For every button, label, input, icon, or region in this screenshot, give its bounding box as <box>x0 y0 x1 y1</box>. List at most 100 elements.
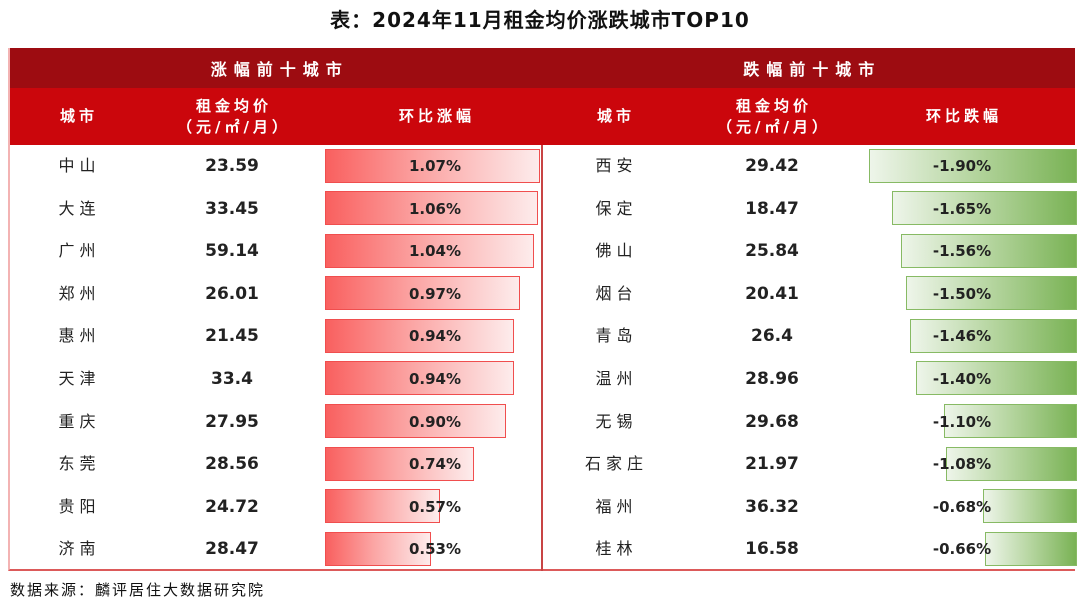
gainer-change-bar <box>325 531 431 566</box>
loser-change-bar <box>901 233 1077 268</box>
gainer-rent-cell: 24.72 <box>205 496 259 517</box>
col-header-rent-losers: 租金均价 （元/㎡/月） <box>717 97 831 136</box>
col-header-change-gainers: 环比涨幅 <box>398 107 475 126</box>
table-row: 济南 28.47 0.53% 桂林 16.58 -0.66% <box>10 528 1077 571</box>
gainer-city-cell: 惠州 <box>58 326 101 346</box>
gainer-change-label: 1.04% <box>408 242 462 261</box>
gainer-change-label: 0.74% <box>408 455 462 474</box>
gainer-change-label: 1.06% <box>408 199 462 218</box>
loser-change-label: -1.65% <box>932 199 992 218</box>
gainer-change-bar <box>325 148 540 183</box>
data-source: 数据来源：麟评居住大数据研究院 <box>10 581 266 599</box>
gainer-change-bar <box>325 276 520 311</box>
loser-change-bar <box>910 318 1077 353</box>
table-row: 惠州 21.45 0.94% 青岛 26.4 -1.46% <box>10 315 1077 358</box>
gainer-city-cell: 广州 <box>58 241 101 261</box>
loser-change-label: -1.90% <box>932 157 992 175</box>
table-row: 大连 33.45 1.06% 保定 18.47 -1.65% <box>10 188 1077 231</box>
page-title: 表：2024年11月租金均价涨跌城市TOP10 <box>330 8 750 32</box>
loser-rent-cell: 16.58 <box>745 539 799 560</box>
gainer-city-cell: 郑州 <box>58 283 101 303</box>
loser-rent-cell: 18.47 <box>745 198 799 219</box>
loser-rent-cell: 29.42 <box>745 156 799 176</box>
gainer-rent-cell: 23.59 <box>205 156 259 176</box>
loser-change-label: -1.40% <box>932 369 992 388</box>
loser-change-label: -1.56% <box>932 242 992 261</box>
gainer-change-bar <box>325 318 514 353</box>
gainer-city-cell: 大连 <box>58 198 101 218</box>
loser-change-bar <box>985 531 1077 566</box>
gainer-change-bar <box>325 489 440 524</box>
loser-change-label: -1.08% <box>932 455 992 474</box>
loser-change-label: -1.10% <box>932 412 992 431</box>
loser-change-bar <box>983 489 1077 524</box>
table-row: 东莞 28.56 0.74% 石家庄 21.97 -1.08% <box>10 443 1077 486</box>
loser-change-bar <box>869 148 1077 183</box>
table-row: 贵阳 24.72 0.57% 福州 36.32 -0.68% <box>10 486 1077 529</box>
loser-rent-cell: 25.84 <box>745 241 799 262</box>
table-row: 中山 23.59 1.07% 西安 29.42 -1.90% <box>10 145 1077 188</box>
loser-change-bar <box>944 404 1077 439</box>
table-row: 重庆 27.95 0.90% 无锡 29.68 -1.10% <box>10 401 1077 444</box>
loser-rent-cell: 26.4 <box>751 326 793 347</box>
col-header-city-losers: 城市 <box>596 107 635 126</box>
loser-city-cell: 无锡 <box>595 411 638 431</box>
gainer-change-label: 0.57% <box>408 497 462 516</box>
loser-rent-cell: 28.96 <box>745 368 799 389</box>
loser-city-cell: 福州 <box>595 496 638 516</box>
rent-top10-table: 涨幅前十城市 跌幅前十城市 城市 租金均价 （元/㎡/月） 环比涨幅 城市 租金… <box>8 48 1077 571</box>
loser-change-bar <box>946 446 1077 481</box>
gainer-change-bar <box>325 191 538 226</box>
gainer-change-label: 0.90% <box>408 412 462 431</box>
gainer-change-label: 0.53% <box>408 540 462 559</box>
table-row: 天津 33.4 0.94% 温州 28.96 -1.40% <box>10 358 1077 401</box>
col-header-city-gainers: 城市 <box>59 107 98 126</box>
loser-change-label: -1.50% <box>932 284 992 303</box>
loser-city-cell: 青岛 <box>595 326 638 346</box>
loser-change-bar <box>906 276 1077 311</box>
loser-city-cell: 佛山 <box>595 241 638 261</box>
loser-rent-cell: 36.32 <box>745 496 799 517</box>
gainer-rent-cell: 26.01 <box>205 283 259 304</box>
gainer-city-cell: 中山 <box>58 156 101 175</box>
loser-rent-cell: 20.41 <box>745 283 799 304</box>
gainer-rent-cell: 28.47 <box>205 539 259 560</box>
gainer-rent-cell: 33.45 <box>205 198 259 219</box>
gainer-rent-cell: 27.95 <box>205 411 259 432</box>
gainer-change-label: 0.94% <box>408 369 462 388</box>
gainer-city-cell: 重庆 <box>58 411 101 431</box>
table-body: 中山 23.59 1.07% 西安 29.42 -1.90% 大连 33.45 1.06% 保定 1… <box>10 145 1077 571</box>
col-header-rent-gainers: 租金均价 （元/㎡/月） <box>177 97 291 136</box>
table-row: 广州 59.14 1.04% 佛山 25.84 -1.56% <box>10 230 1077 273</box>
gainer-rent-cell: 59.14 <box>205 241 259 262</box>
gainer-rent-cell: 21.45 <box>205 326 259 347</box>
gainer-change-bar <box>325 361 514 396</box>
group-header-row: 涨幅前十城市 跌幅前十城市 <box>10 48 1075 88</box>
loser-rent-cell: 29.68 <box>745 411 799 432</box>
loser-city-cell: 温州 <box>595 368 638 388</box>
gainer-change-bar <box>325 404 506 439</box>
gainer-city-cell: 贵阳 <box>58 496 101 516</box>
gainer-change-label: 1.07% <box>408 157 462 175</box>
loser-change-bar <box>892 191 1077 226</box>
table-row: 郑州 26.01 0.97% 烟台 20.41 -1.50% <box>10 273 1077 316</box>
gainer-city-cell: 东莞 <box>58 454 101 474</box>
loser-city-cell: 石家庄 <box>584 454 648 474</box>
gainer-change-label: 0.97% <box>408 284 462 303</box>
gainer-rent-cell: 33.4 <box>211 368 253 389</box>
loser-rent-cell: 21.97 <box>745 454 799 475</box>
group-header-losers: 跌幅前十城市 <box>743 60 882 79</box>
gainer-change-label: 0.94% <box>408 327 462 346</box>
loser-change-label: -0.68% <box>932 497 992 516</box>
group-header-gainers: 涨幅前十城市 <box>210 60 349 79</box>
table-divider <box>541 145 543 571</box>
gainer-city-cell: 济南 <box>58 539 101 559</box>
gainer-city-cell: 天津 <box>58 368 101 388</box>
loser-city-cell: 保定 <box>595 198 638 218</box>
col-header-change-losers: 环比跌幅 <box>925 107 1002 126</box>
loser-city-cell: 烟台 <box>595 283 638 303</box>
gainer-change-bar <box>325 233 534 268</box>
loser-change-bar <box>916 361 1077 396</box>
loser-city-cell: 桂林 <box>595 539 638 559</box>
loser-change-label: -0.66% <box>932 540 992 559</box>
